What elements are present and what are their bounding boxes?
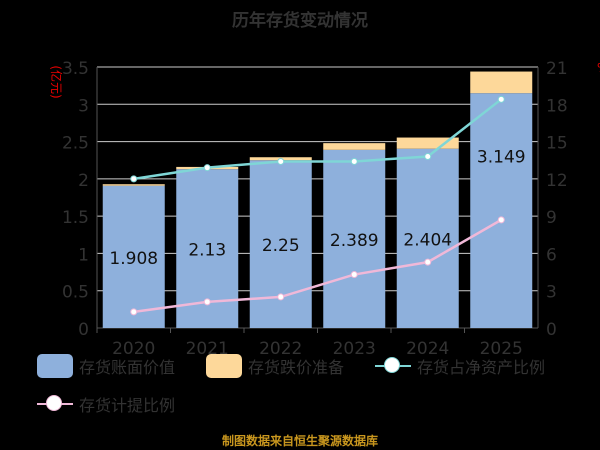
- x-tick-label: 2023: [333, 339, 376, 359]
- y-tick-label: 3: [78, 96, 89, 116]
- y-tick-label: 1.5: [62, 208, 89, 228]
- x-tick-label: 2020: [112, 339, 155, 359]
- y-tick-label: 2.5: [62, 134, 89, 154]
- y2-tick-label: 3: [546, 283, 557, 303]
- x-tick-label: 2024: [406, 339, 449, 359]
- y2-tick-label: 12: [546, 171, 568, 191]
- bar-data-label: 2.25: [262, 236, 300, 256]
- bar-reserve: [102, 184, 165, 186]
- line-point: [350, 157, 358, 165]
- legend-label: 存货账面价值: [79, 358, 176, 377]
- line-point: [497, 95, 505, 103]
- line-point: [350, 271, 358, 279]
- y2-tick-label: 18: [546, 96, 568, 116]
- x-tick-label: 2022: [259, 339, 302, 359]
- bar-reserve: [396, 137, 459, 149]
- legend-item-net-asset-ratio[interactable]: 存货占净资产比例: [375, 354, 545, 378]
- line-point: [130, 175, 138, 183]
- bar-data-label: 2.404: [403, 230, 452, 250]
- legend-line-icon: [37, 392, 73, 416]
- legend-swatch: [37, 354, 73, 378]
- line-point: [277, 157, 285, 165]
- line-point: [424, 258, 432, 266]
- line-point: [130, 308, 138, 316]
- chart-title: 历年存货变动情况: [232, 11, 368, 31]
- bar-reserve: [323, 143, 386, 150]
- bar-data-label: 1.908: [109, 249, 158, 269]
- line-point: [203, 298, 211, 306]
- bar-book-value: [396, 148, 459, 328]
- y-tick-label: 0.5: [62, 283, 89, 303]
- x-tick-label: 2025: [480, 339, 523, 359]
- line-net-asset-ratio: [133, 98, 503, 181]
- bar-data-label: 3.149: [477, 148, 526, 168]
- legend-label: 存货占净资产比例: [417, 358, 546, 377]
- y-tick-label: 2: [78, 171, 89, 191]
- y2-tick-label: 21: [546, 59, 568, 79]
- line-point: [424, 152, 432, 160]
- y-tick-label: 0: [78, 320, 89, 340]
- y2-axis-title: %: [597, 61, 600, 75]
- bar-book-value: [323, 149, 386, 328]
- legend-line-icon: [375, 354, 411, 378]
- data-source-note: 制图数据来自恒生聚源数据库: [221, 434, 378, 448]
- y2-tick-label: 6: [546, 245, 557, 265]
- legend-item-provision-ratio[interactable]: 存货计提比例: [37, 392, 175, 416]
- legend-item-book-value[interactable]: 存货账面价值: [37, 354, 175, 378]
- line-point: [203, 164, 211, 172]
- y-tick-label: 3.5: [62, 59, 89, 79]
- bar-reserve: [470, 71, 533, 94]
- line-provision-ratio: [133, 218, 502, 314]
- y-axis-title: (亿元): [49, 65, 64, 98]
- y-tick-label: 1: [78, 245, 89, 265]
- bar-book-value: [470, 93, 533, 329]
- legend-label: 存货跌价准备: [248, 358, 345, 377]
- y2-tick-label: 15: [546, 134, 568, 154]
- legend-label: 存货计提比例: [79, 396, 176, 415]
- y2-tick-label: 0: [546, 320, 557, 340]
- line-point: [497, 216, 505, 224]
- bar-data-label: 2.389: [330, 231, 379, 251]
- y2-tick-label: 9: [546, 208, 557, 228]
- line-point: [277, 293, 285, 301]
- legend-item-reserve[interactable]: 存货跌价准备: [206, 354, 344, 378]
- legend-swatch: [206, 354, 242, 378]
- bar-data-label: 2.13: [188, 241, 226, 261]
- bar-book-value: [102, 185, 165, 328]
